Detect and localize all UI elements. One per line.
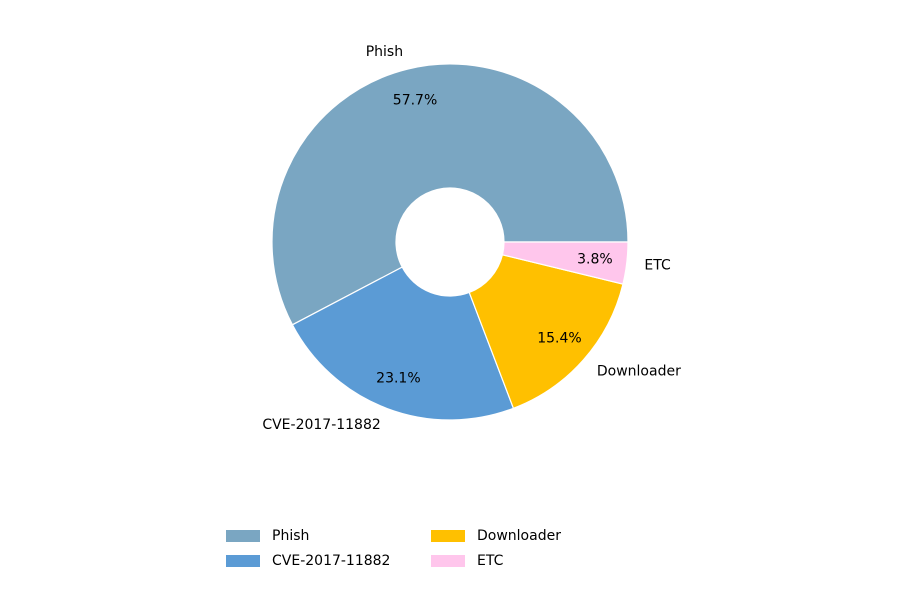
donut-slice <box>468 254 624 410</box>
legend-label: Downloader <box>477 528 561 544</box>
slice-label: Phish <box>366 44 403 60</box>
legend-label: Phish <box>272 528 309 544</box>
value-label: 3.8% <box>577 251 613 267</box>
legend-label: CVE-2017-11882 <box>272 553 390 569</box>
slice-label: Downloader <box>597 363 681 379</box>
legend-swatch <box>226 530 260 542</box>
donut-slice <box>271 63 629 326</box>
donut-slice <box>501 241 629 285</box>
legend-swatch <box>431 555 465 567</box>
value-label: 57.7% <box>393 92 437 108</box>
slice-label: CVE-2017-11882 <box>262 417 380 433</box>
value-label: 23.1% <box>376 371 420 387</box>
donut-slice <box>291 266 515 421</box>
legend-swatch <box>226 555 260 567</box>
slice-label: ETC <box>644 257 671 273</box>
value-label: 15.4% <box>537 331 581 347</box>
legend-label: ETC <box>477 553 504 569</box>
legend-swatch <box>431 530 465 542</box>
